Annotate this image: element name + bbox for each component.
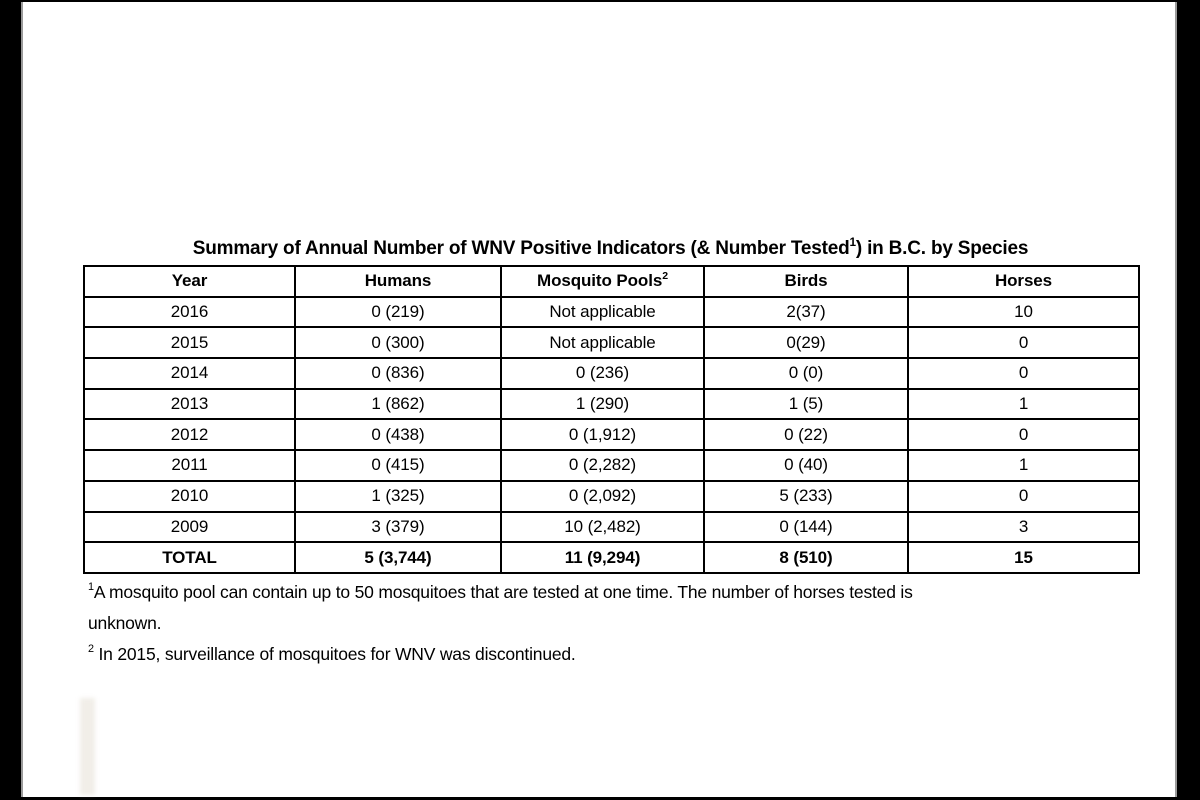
table-title: Summary of Annual Number of WNV Positive… (83, 236, 1138, 262)
table-cell: 0 (415) (294, 449, 502, 482)
right-black-bar (1177, 0, 1200, 800)
table-title-suffix: ) in B.C. by Species (855, 238, 1029, 259)
column-header-year: Year (83, 265, 296, 298)
table-cell: 0 (907, 418, 1140, 452)
footnote-1-text: A mosquito pool can contain up to 50 mos… (88, 582, 913, 633)
table-cell: 0 (907, 326, 1140, 360)
table-row: 2014 0 (836) 0 (236) 0 (0) 0 (83, 357, 1140, 390)
table-cell: 2011 (83, 449, 296, 482)
bottom-edge-line (0, 797, 1200, 800)
footnote-2: 2 In 2015, surveillance of mosquitoes fo… (88, 639, 1090, 670)
table-cell: Not applicable (500, 295, 705, 329)
table-title-text: Summary of Annual Number of WNV Positive… (192, 238, 850, 259)
table-cell: 0 (2,282) (500, 449, 705, 482)
table-cell: 0 (22) (703, 418, 909, 452)
top-edge-line (0, 0, 1200, 2)
table-cell: 2009 (83, 510, 296, 544)
footnote-1: 1A mosquito pool can contain up to 50 mo… (88, 577, 1090, 639)
table-row: 2013 1 (862) 1 (290) 1 (5) 1 (83, 387, 1140, 421)
scan-artifact (80, 698, 95, 795)
table-cell: 0 (836) (294, 357, 502, 390)
footnote-2-text: In 2015, surveillance of mosquitoes for … (93, 644, 576, 664)
table-cell: 5 (3,744) (294, 541, 502, 574)
table-cell: 2014 (83, 357, 296, 390)
table-cell: 10 (2,482) (500, 510, 705, 544)
column-header-label: Year (171, 271, 208, 291)
table-cell: 0 (236) (500, 357, 705, 390)
table-row: 2012 0 (438) 0 (1,912) 0 (22) 0 (83, 418, 1140, 452)
column-header-superscript: 2 (662, 269, 668, 282)
table-cell: 1 (907, 449, 1140, 482)
column-header-birds: Birds (703, 265, 909, 298)
column-header-label: Horses (994, 271, 1053, 291)
table-cell: 1 (5) (703, 387, 909, 421)
table-cell: 0 (0) (703, 357, 909, 390)
table-cell: 8 (510) (703, 541, 909, 574)
table-cell: 1 (907, 387, 1140, 421)
table-row: 2009 3 (379) 10 (2,482) 0 (144) 3 (83, 510, 1140, 544)
wnv-summary-table: Year Humans Mosquito Pools2 Birds Horses 201… (83, 265, 1140, 574)
table-cell: 0 (1,912) (500, 418, 705, 452)
table-cell: 2010 (83, 479, 296, 513)
table-cell: TOTAL (83, 541, 296, 574)
table-cell: 1 (862) (294, 387, 502, 421)
table-cell: 15 (907, 541, 1140, 574)
footnote-1-superscript: 1 (88, 581, 94, 594)
table-cell: 2015 (83, 326, 296, 360)
left-edge-hairline (21, 0, 23, 800)
table-title-superscript: 1 (849, 235, 857, 249)
table-cell: 2(37) (703, 295, 909, 329)
column-header-humans: Humans (294, 265, 502, 298)
table-cell: 0 (219) (294, 295, 502, 329)
table-cell: 11 (9,294) (500, 541, 705, 574)
table-cell: 3 (907, 510, 1140, 544)
table-cell: 0 (907, 479, 1140, 513)
table-cell: 3 (379) (294, 510, 502, 544)
table-body: 2016 0 (219) Not applicable 2(37) 10 2015 0 (3… (83, 295, 1140, 574)
table-row: 2015 0 (300) Not applicable 0(29) 0 (83, 326, 1140, 360)
table-cell: 2012 (83, 418, 296, 452)
table-row: 2011 0 (415) 0 (2,282) 0 (40) 1 (83, 449, 1140, 482)
table-row: 2016 0 (219) Not applicable 2(37) 10 (83, 295, 1140, 329)
table-cell: Not applicable (500, 326, 705, 360)
header-row: Year Humans Mosquito Pools2 Birds Horses (83, 265, 1140, 298)
column-header-label: Birds (784, 271, 828, 291)
table-cell: 0 (40) (703, 449, 909, 482)
table-cell: 2016 (83, 295, 296, 329)
table-cell: 2013 (83, 387, 296, 421)
table-cell: 1 (325) (294, 479, 502, 513)
footnotes: 1A mosquito pool can contain up to 50 mo… (88, 577, 1090, 670)
table-cell: 0 (300) (294, 326, 502, 360)
left-black-bar (0, 0, 21, 800)
table-cell: 0(29) (703, 326, 909, 360)
column-header-mosquito-pools: Mosquito Pools2 (500, 265, 705, 298)
footnote-2-superscript: 2 (88, 643, 94, 656)
table-cell: 0 (2,092) (500, 479, 705, 513)
table-cell: 1 (290) (500, 387, 705, 421)
table-cell: 0 (438) (294, 418, 502, 452)
column-header-horses: Horses (907, 265, 1140, 298)
table-cell: 5 (233) (703, 479, 909, 513)
table-cell: 10 (907, 295, 1140, 329)
table-cell: 0 (907, 357, 1140, 390)
column-header-label: Humans (364, 271, 432, 291)
table-row: TOTAL 5 (3,744) 11 (9,294) 8 (510) 15 (83, 541, 1140, 574)
right-edge-hairline (1175, 0, 1177, 800)
column-header-label: Mosquito Pools (537, 271, 663, 291)
table-row: 2010 1 (325) 0 (2,092) 5 (233) 0 (83, 479, 1140, 513)
table-cell: 0 (144) (703, 510, 909, 544)
